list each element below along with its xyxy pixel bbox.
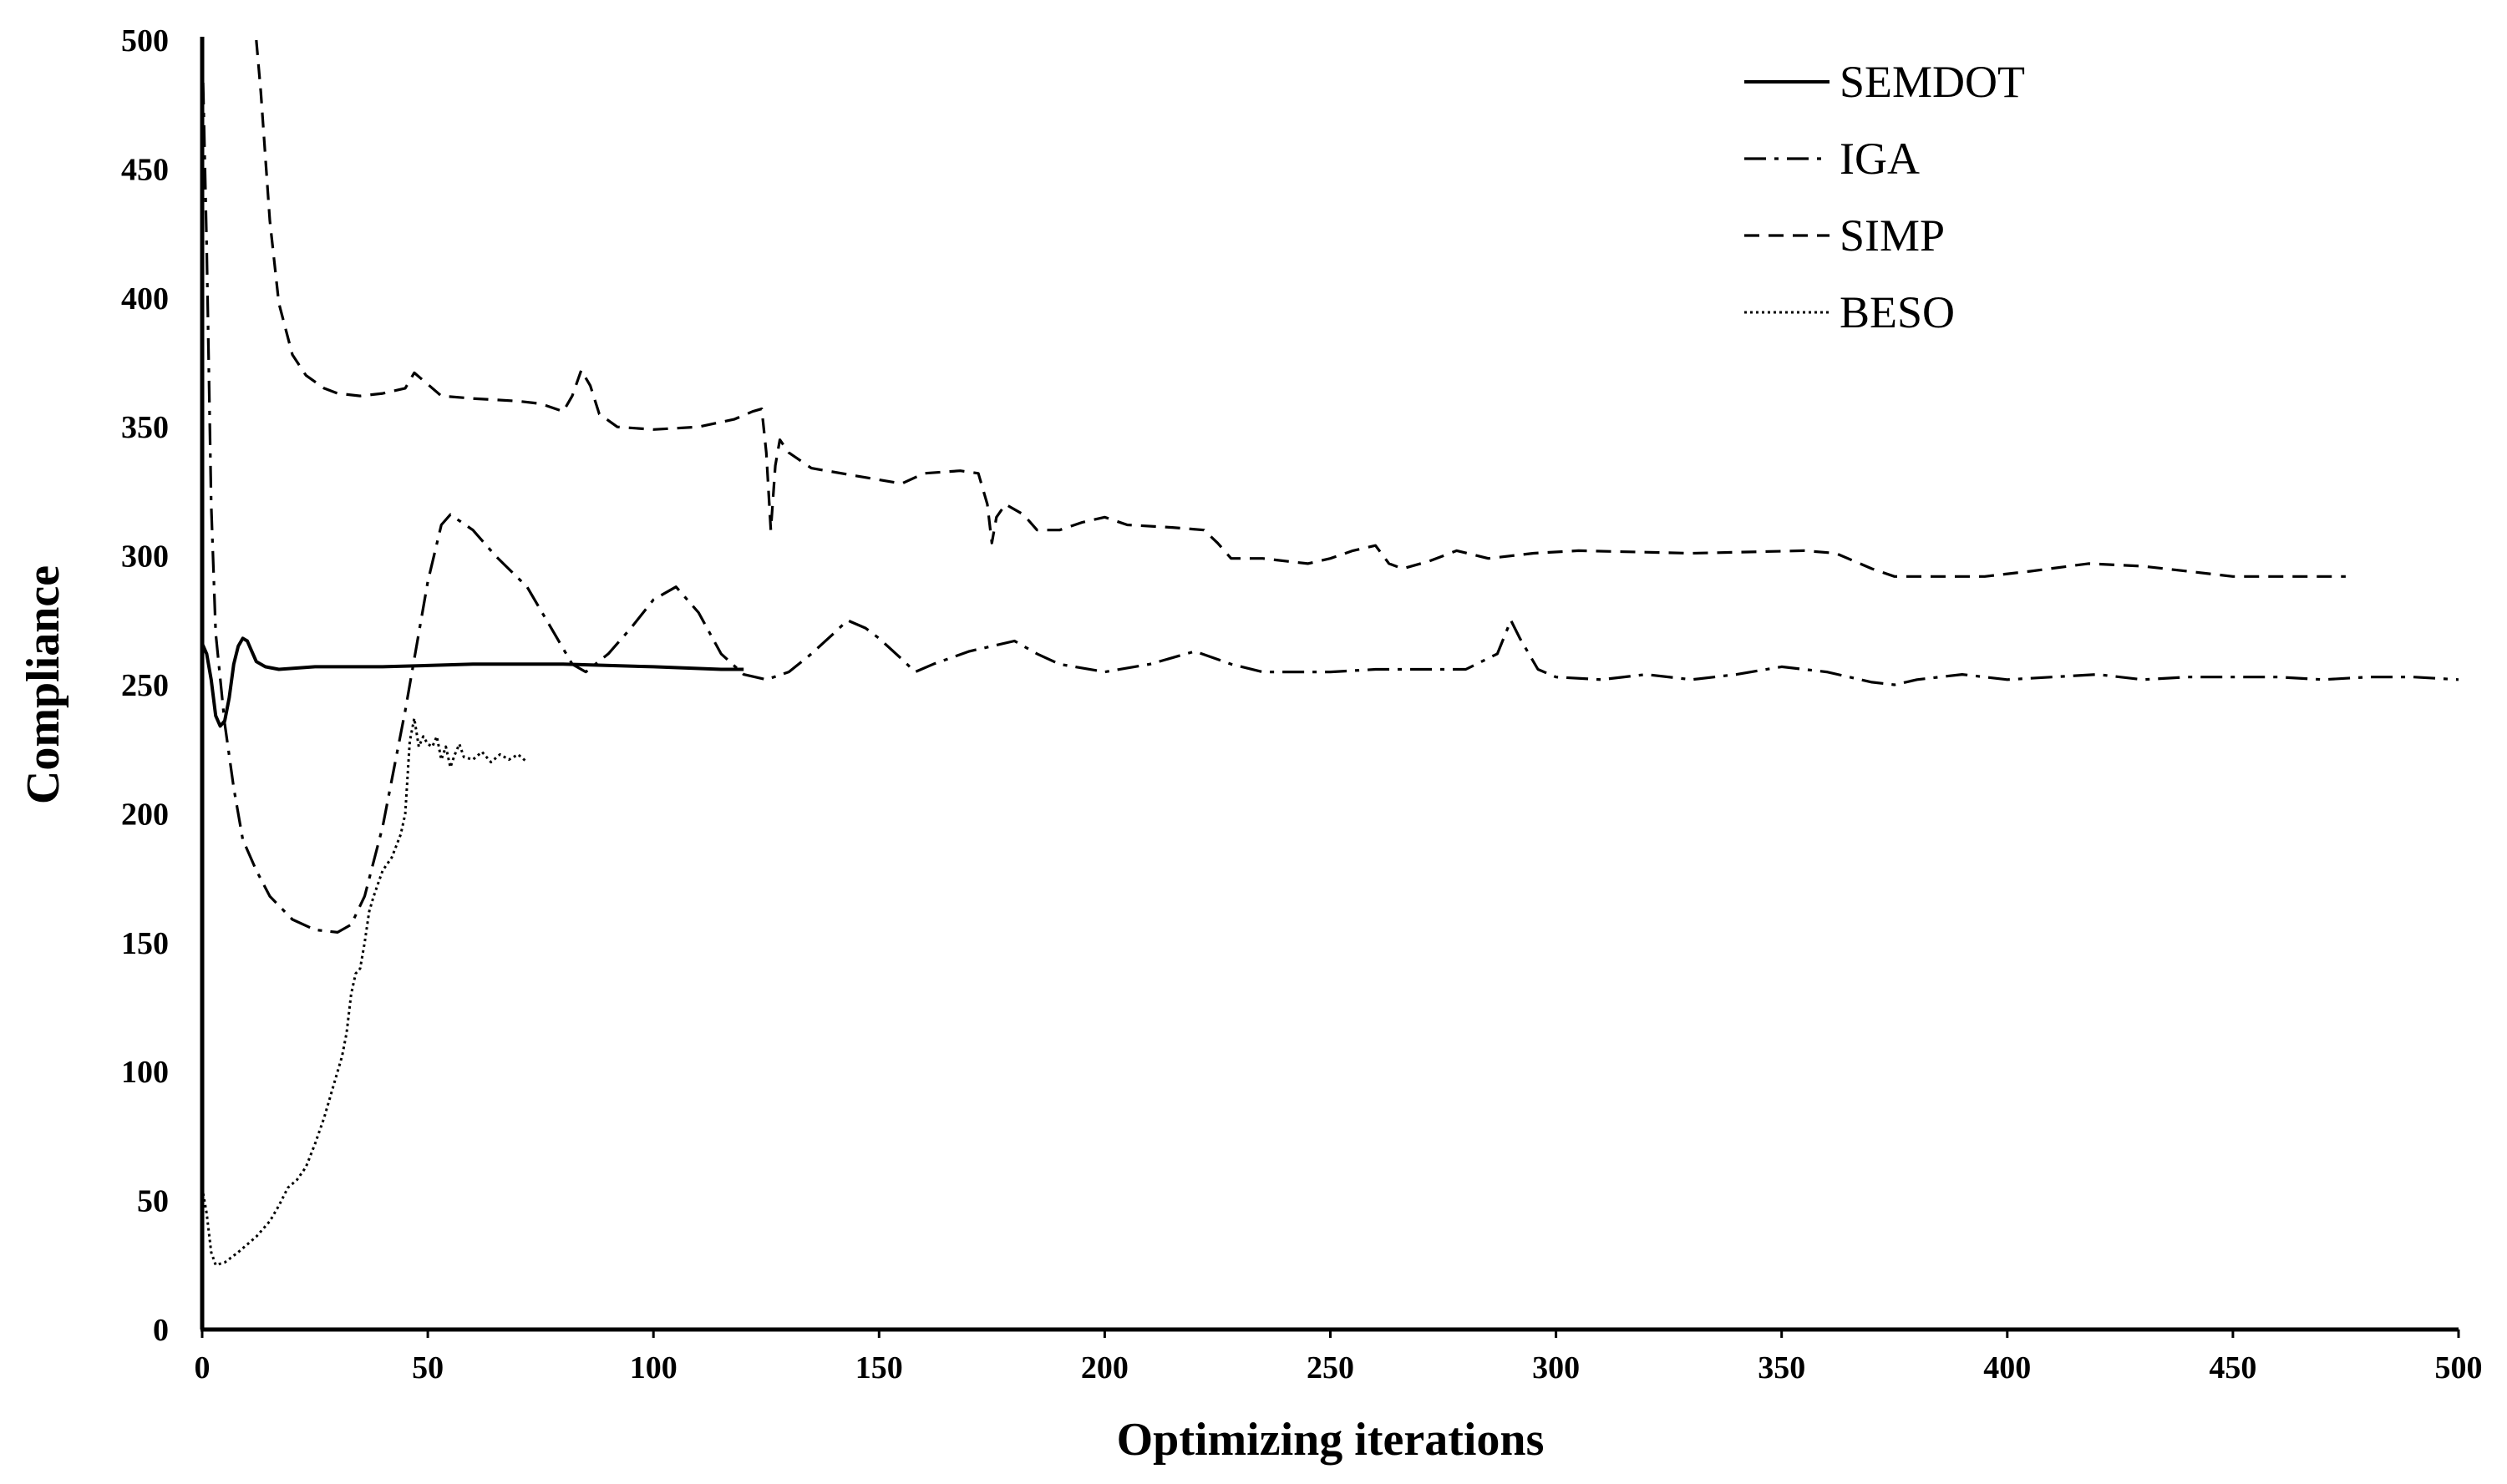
- y-tick-label: 300: [121, 539, 169, 575]
- x-tick-label: 200: [1081, 1350, 1129, 1385]
- series-simp-line: [255, 39, 2346, 578]
- x-tick-label: 400: [1983, 1350, 2031, 1385]
- series-beso-line: [200, 717, 528, 1267]
- y-tick-label: 500: [121, 23, 169, 58]
- x-axis-title: Optimizing iterations: [1117, 1414, 1545, 1466]
- y-axis-title: Compliance: [18, 565, 69, 804]
- tick-labels: 0 50 100 150 200 250 300 350 400 450 500 0 50 100 150 2…: [121, 23, 2483, 1385]
- x-tick-label: 450: [2209, 1350, 2256, 1385]
- x-tick-label: 500: [2435, 1350, 2483, 1385]
- series-iga-line: [200, 39, 2459, 934]
- legend-label-semdot: SEMDOT: [1840, 57, 2025, 107]
- legend: SEMDOT IGA SIMP BESO: [1744, 57, 2025, 337]
- y-tick-label: 0: [153, 1313, 169, 1348]
- legend-label-iga: IGA: [1840, 134, 1920, 184]
- y-tick-label: 100: [121, 1055, 169, 1090]
- y-tick-label: 250: [121, 668, 169, 703]
- y-tick-label: 200: [121, 797, 169, 832]
- y-tick-label: 150: [121, 926, 169, 961]
- axes: [200, 37, 2460, 1338]
- series-semdot-line: [200, 636, 744, 728]
- x-tick-label: 350: [1758, 1350, 1805, 1385]
- x-tick-label: 150: [855, 1350, 903, 1385]
- x-tick-label: 0: [195, 1350, 211, 1385]
- y-tick-label: 50: [137, 1184, 169, 1219]
- y-tick-label: 400: [121, 281, 169, 317]
- series-layer: [200, 39, 2459, 1267]
- x-tick-label: 100: [630, 1350, 677, 1385]
- x-tick-label: 300: [1532, 1350, 1580, 1385]
- y-tick-label: 350: [121, 410, 169, 445]
- x-tick-label: 250: [1307, 1350, 1354, 1385]
- x-tick-label: 50: [412, 1350, 444, 1385]
- y-tick-label: 450: [121, 152, 169, 187]
- legend-label-beso: BESO: [1840, 287, 1955, 337]
- legend-label-simp: SIMP: [1840, 210, 1945, 261]
